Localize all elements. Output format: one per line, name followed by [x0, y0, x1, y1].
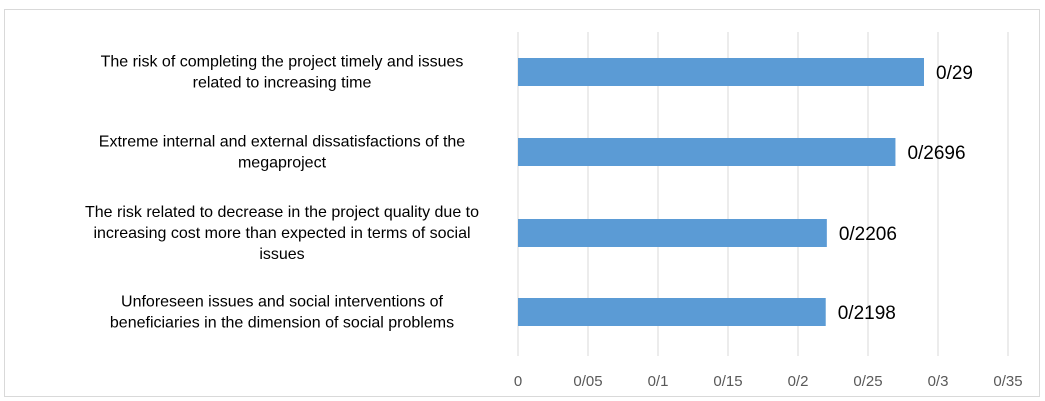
x-tick-label: 0/25	[853, 373, 882, 390]
category-label-line: The risk of completing the project timel…	[101, 54, 464, 71]
category-label-line: beneficiaries in the dimension of social…	[110, 315, 454, 332]
bars	[518, 58, 924, 326]
category-label-line: related to increasing time	[193, 75, 372, 92]
x-tick-label: 0	[514, 373, 522, 390]
bar	[518, 138, 896, 166]
x-tick-label: 0/2	[788, 373, 809, 390]
x-axis-ticks: 0 0/05 0/1 0/15 0/2 0/25 0/3 0/35	[514, 373, 1023, 390]
bar	[518, 58, 924, 86]
category-label-line: Extreme internal and external dissatisfa…	[99, 134, 466, 151]
category-label-line: The risk related to decrease in the proj…	[85, 204, 479, 221]
category-label-line: increasing cost more than expected in te…	[93, 225, 470, 242]
x-tick-label: 0/1	[648, 373, 669, 390]
category-label-line: issues	[259, 246, 304, 263]
x-tick-label: 0/05	[573, 373, 602, 390]
bar	[518, 219, 827, 247]
category-labels: The risk of completing the project timel…	[85, 54, 479, 332]
category-label-line: megaproject	[238, 155, 327, 172]
data-labels: 0/29 0/2696 0/2206 0/2198	[838, 63, 973, 324]
x-tick-label: 0/35	[993, 373, 1022, 390]
category-label-line: Unforeseen issues and social interventio…	[121, 294, 444, 311]
bar	[518, 298, 826, 326]
category-label: Extreme internal and external dissatisfa…	[99, 134, 466, 172]
category-label: Unforeseen issues and social interventio…	[110, 294, 454, 332]
category-label: The risk related to decrease in the proj…	[85, 204, 479, 263]
data-label: 0/2198	[838, 303, 896, 324]
x-tick-label: 0/3	[928, 373, 949, 390]
data-label: 0/2206	[839, 224, 897, 245]
category-label: The risk of completing the project timel…	[101, 54, 464, 92]
data-label: 0/2696	[907, 143, 965, 164]
x-tick-label: 0/15	[713, 373, 742, 390]
data-label: 0/29	[936, 63, 973, 84]
